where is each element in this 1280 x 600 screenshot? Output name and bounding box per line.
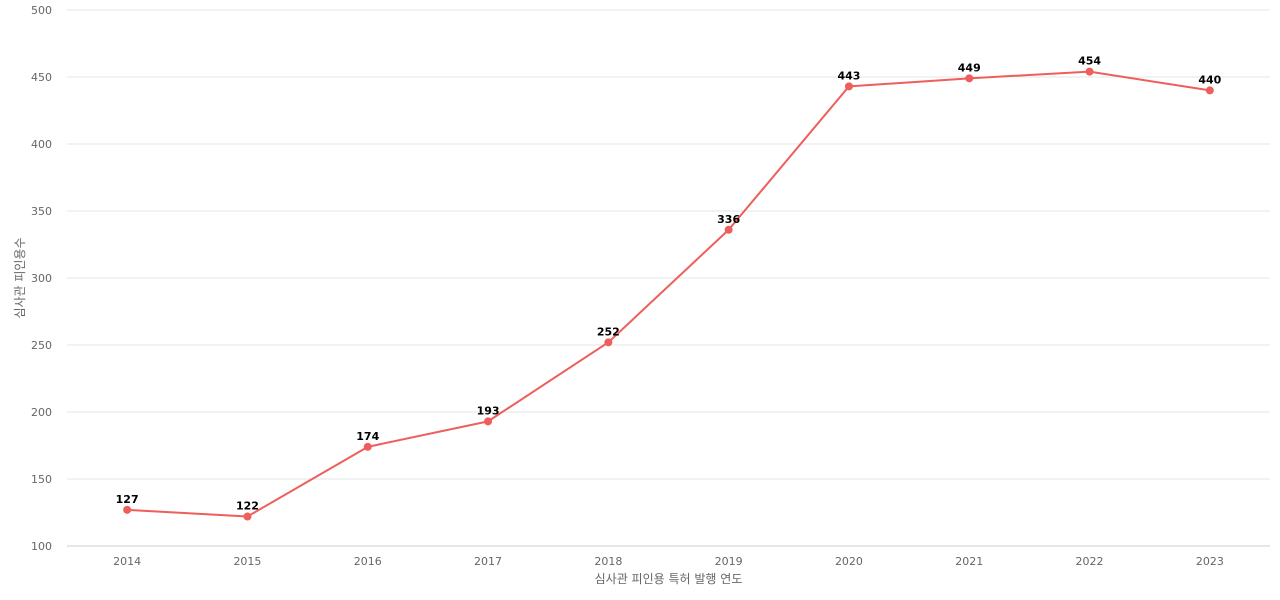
- x-tick-label: 2019: [715, 555, 743, 568]
- y-tick-label: 150: [31, 473, 52, 486]
- data-point[interactable]: [484, 417, 493, 426]
- x-tick-label: 2017: [474, 555, 502, 568]
- data-label: 122: [236, 500, 259, 513]
- data-label: 252: [597, 325, 620, 338]
- y-axis-title: 심사관 피인용수: [13, 237, 27, 318]
- data-label: 440: [1198, 73, 1221, 86]
- data-point[interactable]: [844, 82, 853, 91]
- data-label: 449: [958, 61, 981, 74]
- data-point[interactable]: [724, 225, 733, 234]
- x-axis-title: 심사관 피인용 특허 발행 연도: [595, 571, 743, 586]
- y-tick-label: 300: [31, 272, 52, 285]
- data-point[interactable]: [1205, 86, 1214, 95]
- data-label: 193: [477, 404, 500, 417]
- x-tick-label: 2014: [113, 555, 141, 568]
- data-point[interactable]: [1085, 67, 1094, 76]
- series-layer: [123, 67, 1214, 521]
- series-line: [127, 70, 1211, 518]
- x-tick-label: 2022: [1076, 555, 1104, 568]
- y-axis-ticks: 100 150 200 250 300 350 400 450 500: [31, 4, 52, 553]
- data-point[interactable]: [243, 512, 252, 521]
- x-tick-label: 2020: [835, 555, 863, 568]
- y-tick-label: 100: [31, 540, 52, 553]
- y-tick-label: 200: [31, 406, 52, 419]
- y-tick-label: 350: [31, 205, 52, 218]
- y-tick-label: 250: [31, 339, 52, 352]
- data-label: 127: [116, 493, 139, 506]
- x-tick-label: 2018: [594, 555, 622, 568]
- y-tick-label: 500: [31, 4, 52, 17]
- gridlines: [67, 9, 1270, 480]
- data-point[interactable]: [123, 505, 132, 514]
- x-tick-label: 2015: [233, 555, 261, 568]
- data-label: 454: [1078, 55, 1101, 68]
- data-point[interactable]: [604, 338, 613, 347]
- data-point[interactable]: [363, 442, 372, 451]
- x-tick-label: 2021: [955, 555, 983, 568]
- data-label: 174: [356, 430, 379, 443]
- data-label: 443: [837, 69, 860, 82]
- data-labels: 127 122 174 193 252 336 443 449 454 440: [116, 55, 1222, 513]
- y-tick-label: 400: [31, 138, 52, 151]
- x-tick-label: 2016: [354, 555, 382, 568]
- x-tick-label: 2023: [1196, 555, 1224, 568]
- data-label: 336: [717, 213, 740, 226]
- x-axis-ticks: 2014 2015 2016 2017 2018 2019 2020 2021 2022 2023: [113, 555, 1224, 568]
- y-tick-label: 450: [31, 71, 52, 84]
- data-point[interactable]: [965, 74, 974, 83]
